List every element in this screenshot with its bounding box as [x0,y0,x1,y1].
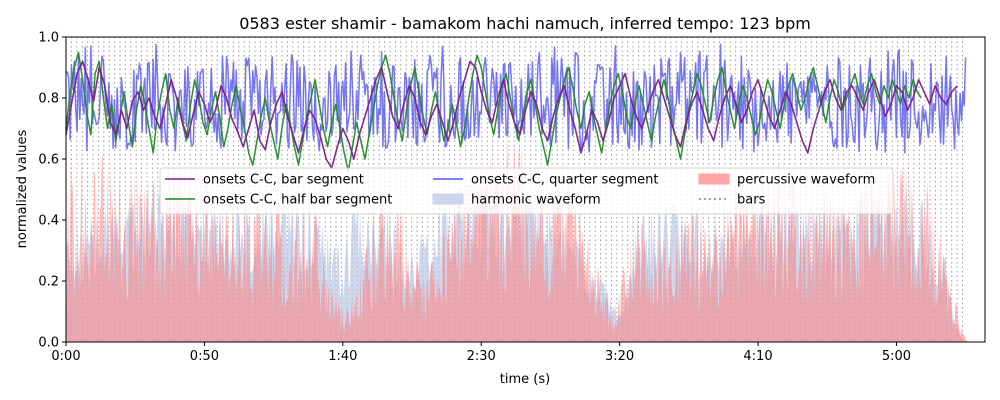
y-axis-label: normalized values [15,129,30,248]
legend-label: percussive waveform [737,173,875,188]
onsets-c-c-half-bar-segment-line [65,51,922,172]
percussive-waveform-area [66,132,969,342]
onsets-c-c-bar-segment-line [65,60,958,169]
x-tick-label: 1:40 [328,349,357,364]
chart-title: 0583 ester shamir - bamakom hachi namuch… [239,14,811,33]
y-tick-label: 0.8 [38,92,59,107]
legend-label: bars [737,193,766,208]
x-tick-label: 0:50 [190,349,219,364]
plot-frame [65,36,986,343]
y-tick-label: 0.4 [38,214,59,229]
y-tick-label: 0.6 [38,153,59,168]
legend-label: harmonic waveform [471,193,601,208]
legend-label: onsets C-C, bar segment [203,173,364,188]
percussive-waveform-layer [66,132,969,342]
x-tick-label: 5:00 [882,349,911,364]
x-tick-label: 3:20 [605,349,634,364]
x-tick-label: 4:10 [743,349,772,364]
y-tick-label: 0.0 [38,336,59,351]
onsets-c-c-quarter-segment-line [65,43,967,154]
x-axis-label: time (s) [500,372,550,387]
y-tick-label: 1.0 [38,31,59,46]
legend-label: onsets C-C, quarter segment [471,173,658,188]
y-tick-label: 0.2 [38,275,59,290]
onset-lines-layer [65,43,967,172]
legend-label: onsets C-C, half bar segment [203,193,392,208]
x-tick-label: 2:30 [467,349,496,364]
y-axis-ticks: 0.0 0.2 0.4 0.6 0.8 1.0 [38,31,66,351]
x-tick-label: 0:00 [51,349,80,364]
legend: onsets C-C, bar segment onsets C-C, half … [159,167,894,215]
x-axis-ticks: 0:00 0:50 1:40 2:30 3:20 4:10 5:00 [51,342,911,364]
legend-swatch [698,173,730,185]
legend-swatch [432,193,464,205]
